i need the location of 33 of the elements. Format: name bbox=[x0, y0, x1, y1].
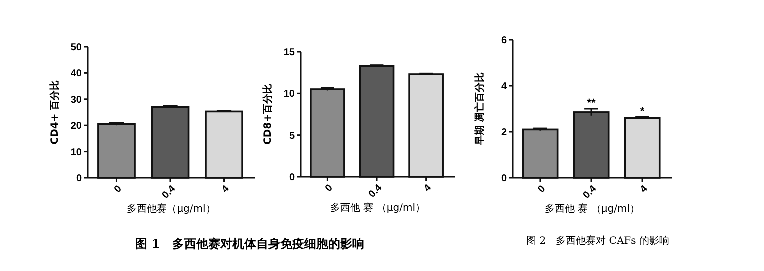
annotation: ** bbox=[587, 98, 596, 110]
y-tick-label: 0 bbox=[289, 172, 296, 184]
caption: 图 2 多西他赛对 CAFs 的影响 bbox=[526, 235, 670, 247]
y-tick-label: 0 bbox=[76, 174, 82, 184]
y-tick-label: 30 bbox=[70, 94, 82, 106]
x-axis-title: 多西他 赛 （μg/ml） bbox=[545, 203, 640, 215]
x-tick-label: 4 bbox=[422, 182, 434, 195]
x-tick-label: 4 bbox=[638, 184, 650, 196]
caption: 图 1 多西他赛对机体自身免疫细胞的影响 bbox=[136, 237, 364, 251]
y-tick-label: 2 bbox=[501, 128, 508, 138]
y-tick-label: 0 bbox=[501, 174, 508, 184]
x-tick-label: 0 bbox=[112, 184, 125, 196]
annotation: * bbox=[640, 106, 646, 118]
y-tick-label: 6 bbox=[501, 36, 508, 46]
y-tick-label: 40 bbox=[70, 68, 82, 80]
y-axis-title: CD8+百分比 bbox=[262, 84, 274, 145]
x-axis-title: 多西他赛（μg/ml） bbox=[127, 203, 216, 215]
y-tick-label: 4 bbox=[501, 82, 508, 92]
y-tick-label: 10 bbox=[284, 89, 296, 100]
x-tick-label: 0.4 bbox=[160, 184, 178, 202]
y-tick-label: 5 bbox=[289, 130, 296, 142]
x-tick-label: 0.4 bbox=[366, 182, 385, 200]
x-axis-title: 多西他 赛 （μg/ml） bbox=[330, 202, 426, 214]
x-tick-label: 4 bbox=[220, 184, 232, 196]
y-tick-label: 10 bbox=[70, 147, 82, 158]
x-tick-label: 0 bbox=[324, 182, 336, 195]
y-tick-label: 50 bbox=[70, 42, 82, 54]
x-tick-label: 0.4 bbox=[581, 184, 600, 202]
y-tick-label: 20 bbox=[70, 121, 82, 132]
y-tick-label: 15 bbox=[284, 48, 296, 58]
y-axis-title: 早期 凋亡百分比 bbox=[474, 72, 486, 147]
y-axis-title: CD4+ 百分比 bbox=[49, 80, 61, 145]
x-tick-label: 0 bbox=[536, 184, 548, 196]
